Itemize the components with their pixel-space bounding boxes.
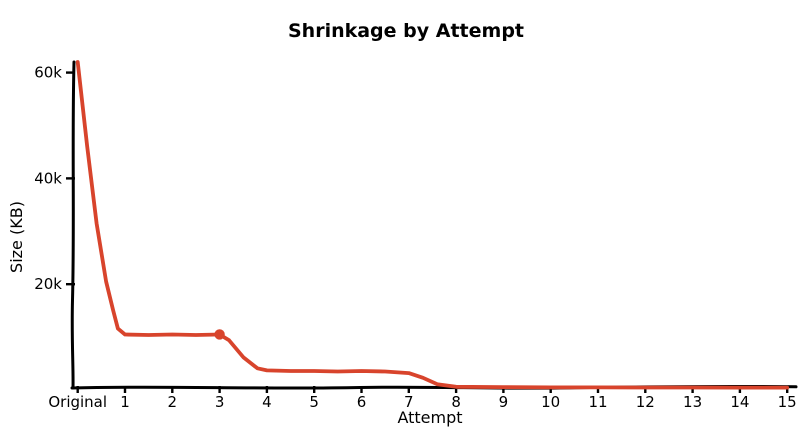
y-tick-label: 20k [34, 275, 62, 293]
x-tick-label: 1 [120, 393, 130, 411]
x-tick-label: 9 [499, 393, 509, 411]
chart-title: Shrinkage by Attempt [288, 20, 524, 42]
x-tick-label: 4 [262, 393, 272, 411]
x-tick-label: 11 [588, 393, 607, 411]
y-axis-ticks: 20k 40k 60k [34, 64, 75, 293]
x-axis-label: Attempt [397, 408, 462, 427]
x-tick-label: 15 [778, 393, 797, 411]
y-tick-label: 60k [34, 64, 62, 82]
x-tick-label: 13 [683, 393, 702, 411]
x-tick-label: 5 [309, 393, 319, 411]
x-tick-label: 7 [404, 393, 414, 411]
x-tick-label: 12 [636, 393, 655, 411]
x-tick-label: 2 [168, 393, 178, 411]
x-tick-label: 8 [451, 393, 461, 411]
data-point-marker [214, 329, 225, 340]
x-tick-label: Original [48, 393, 107, 411]
y-axis-label: Size (KB) [7, 201, 26, 273]
y-tick-label: 40k [34, 169, 62, 187]
x-tick-label: 3 [215, 393, 225, 411]
data-line [75, 60, 790, 390]
axes [70, 60, 798, 390]
x-tick-label: 14 [730, 393, 749, 411]
x-tick-label: 6 [357, 393, 367, 411]
y-axis-line [70, 60, 76, 390]
x-tick-label: 10 [541, 393, 560, 411]
